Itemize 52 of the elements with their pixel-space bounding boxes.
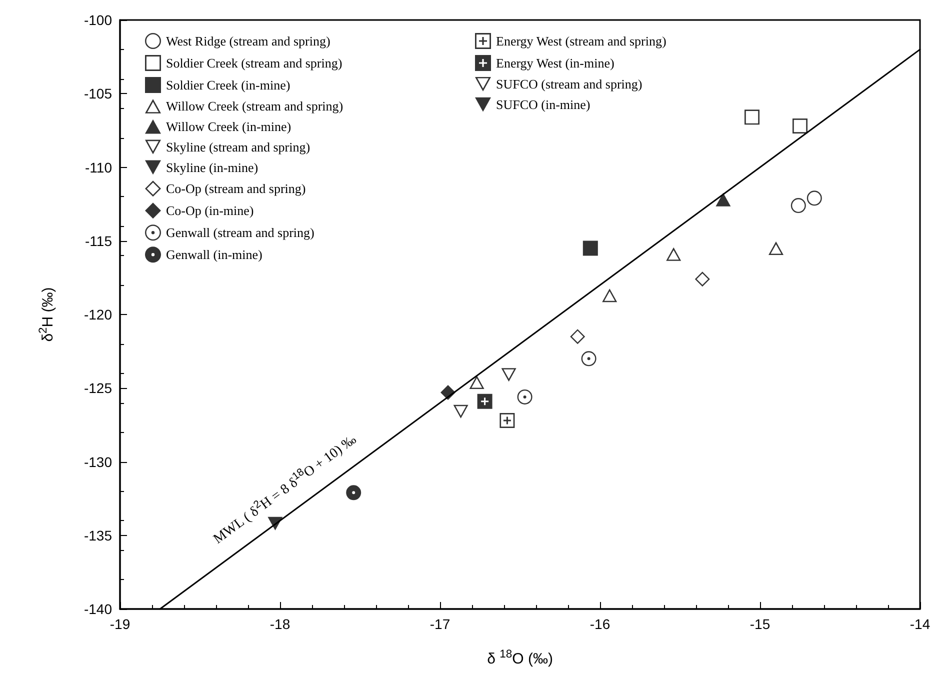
point (744, 110, 760, 125)
legend-label: Skyline (stream and spring) (166, 140, 310, 154)
x-tick-label: -16 (590, 616, 610, 632)
point (768, 241, 784, 255)
x-tick-label: -14 (910, 616, 930, 632)
point (469, 375, 484, 389)
legend-label: Energy West (in-mine) (496, 56, 614, 70)
point (500, 413, 515, 428)
x-tick-label: -18 (270, 616, 290, 632)
y-tick-label: -125 (84, 380, 112, 396)
legend-label: Co-Op (in-mine) (166, 203, 254, 218)
legend-label: Willow Creek (in-mine) (166, 119, 292, 134)
point (517, 389, 532, 404)
point (570, 329, 586, 344)
y-axis-title: δ2H (‰) (38, 287, 56, 342)
point (666, 247, 682, 261)
legend-label: Energy West (stream and spring) (496, 34, 666, 48)
legend-label: SUFCO (stream and spring) (496, 76, 642, 92)
legend-label: Genwall (in-mine) (166, 247, 262, 262)
point (453, 404, 468, 418)
point (602, 288, 618, 302)
point (581, 351, 596, 366)
x-tick-label: -15 (750, 616, 770, 632)
legend-label: West Ridge (stream and spring) (166, 34, 330, 48)
point (790, 198, 806, 214)
point (694, 272, 710, 287)
point (716, 192, 731, 206)
legend-label: Co-Op (stream and spring) (166, 181, 306, 196)
y-tick-label: -130 (84, 454, 112, 470)
legend-label: Skyline (in-mine) (166, 160, 258, 175)
point (440, 385, 456, 400)
point (792, 118, 808, 134)
x-tick-label: -17 (430, 616, 450, 632)
y-tick-label: -110 (85, 159, 112, 176)
point (501, 368, 516, 382)
legend-label: Willow Creek (stream and spring) (166, 98, 344, 114)
y-tick-label: -115 (85, 232, 112, 249)
point (582, 240, 598, 256)
legend-label: SUFCO (in-mine) (496, 97, 590, 112)
legend-label: Genwall (stream and spring) (166, 225, 314, 240)
point (806, 190, 822, 206)
y-tick-label: -135 (84, 527, 112, 544)
y-tick-label: -100 (84, 12, 112, 28)
point (268, 516, 283, 530)
y-tick-label: -140 (84, 601, 112, 617)
legend-label: Soldier Creek (stream and spring) (166, 56, 342, 70)
y-tick-label: -120 (84, 306, 112, 322)
legend-label: Soldier Creek (in-mine) (166, 78, 290, 92)
point (346, 485, 362, 500)
point (477, 394, 492, 409)
y-tick-label: -105 (84, 86, 112, 102)
x-tick-label: -19 (110, 616, 130, 632)
